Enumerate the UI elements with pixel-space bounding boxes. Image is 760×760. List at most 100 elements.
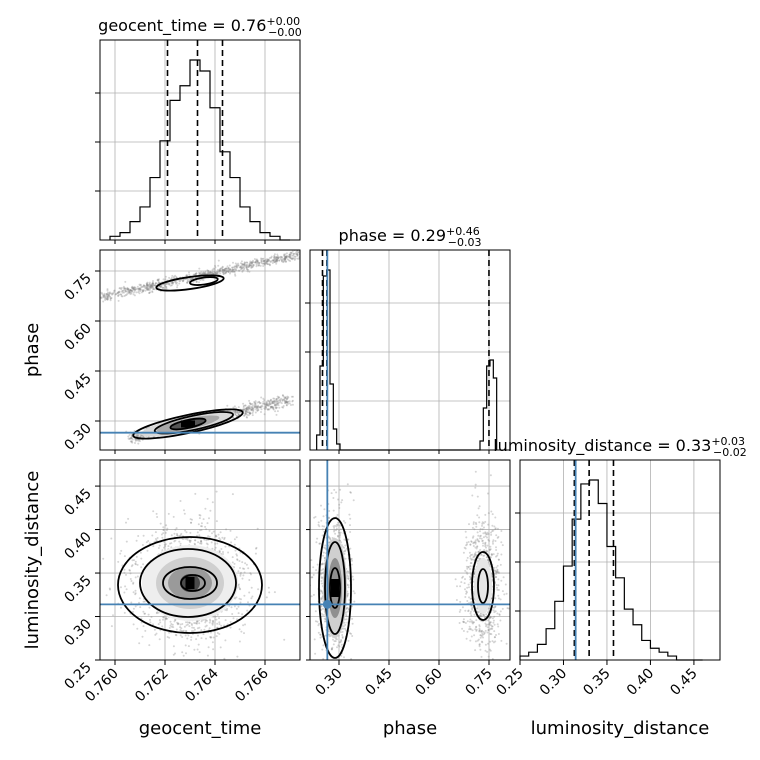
sample-point: [130, 437, 133, 440]
sample-point: [296, 253, 299, 256]
sample-point: [260, 258, 263, 261]
sample-point: [259, 406, 262, 409]
sample-point: [200, 629, 203, 632]
sample-point: [138, 287, 141, 290]
sample-point: [210, 272, 213, 275]
sample-point: [185, 274, 188, 277]
sample-point: [285, 256, 287, 259]
sample-point: [275, 398, 278, 401]
sample-point: [197, 643, 200, 646]
sample-point: [233, 562, 236, 565]
sample-point: [239, 266, 242, 269]
sample-point: [266, 404, 269, 407]
sample-point: [350, 557, 353, 560]
sample-point: [235, 411, 238, 414]
sample-point: [163, 546, 165, 549]
sample-point: [186, 621, 189, 624]
sample-point: [189, 518, 192, 521]
sample-point: [136, 434, 139, 436]
sample-point: [165, 524, 168, 527]
sample-point: [317, 631, 320, 634]
sample-point: [132, 607, 135, 610]
sample-point: [289, 256, 291, 259]
sample-point: [231, 266, 234, 269]
sample-point: [320, 598, 323, 601]
sample-point: [344, 623, 347, 626]
sample-point: [195, 281, 198, 283]
sample-point: [130, 436, 133, 438]
sample-point: [128, 569, 131, 571]
sample-point: [319, 663, 321, 665]
sample-point: [256, 527, 259, 530]
panel-phase-vs-luminosity_distance: [309, 459, 511, 665]
sample-point: [270, 406, 273, 409]
sample-point: [318, 542, 321, 545]
sample-point: [125, 521, 127, 524]
sample-point: [262, 262, 265, 265]
contour-0: [117, 536, 263, 634]
sample-point: [206, 497, 209, 500]
sample-point: [165, 287, 168, 290]
sample-point: [134, 563, 137, 566]
sample-point: [288, 400, 291, 403]
sample-point: [123, 591, 126, 594]
sample-point: [485, 549, 488, 552]
sample-point: [245, 563, 248, 566]
sample-point: [283, 254, 286, 257]
sample-point: [349, 491, 352, 494]
sample-point: [245, 407, 248, 410]
sample-point: [208, 627, 211, 630]
sample-point: [269, 264, 271, 267]
sample-point: [319, 542, 321, 545]
sample-point: [465, 544, 468, 547]
sample-point: [258, 261, 261, 264]
sample-point: [319, 633, 322, 636]
sample-point: [124, 585, 127, 588]
sample-point: [322, 515, 325, 518]
sample-point: [254, 260, 257, 263]
sample-point: [133, 294, 136, 297]
sample-point: [265, 261, 268, 263]
sample-point: [499, 598, 502, 601]
sample-point: [179, 634, 182, 637]
sample-point: [216, 268, 219, 271]
sample-point: [265, 258, 268, 261]
sample-point: [243, 414, 246, 417]
sample-point: [344, 549, 347, 552]
sample-point: [184, 537, 187, 540]
sample-point: [482, 532, 485, 535]
sample-point: [279, 398, 282, 401]
sample-point: [254, 400, 257, 403]
sample-point: [285, 398, 288, 400]
sample-point: [266, 404, 269, 407]
sample-point: [480, 640, 483, 643]
sample-point: [273, 257, 276, 260]
sample-point: [210, 541, 213, 544]
sample-point: [253, 404, 256, 406]
sample-point: [105, 295, 108, 297]
sample-point: [232, 416, 235, 419]
sample-point: [160, 286, 163, 289]
sample-point: [120, 606, 122, 609]
sample-point: [152, 510, 155, 513]
panel-luminosity_distance-hist: luminosity_distance = 0.33+0.03 −0.02: [493, 435, 747, 661]
sample-point: [345, 608, 348, 610]
sample-point: [135, 539, 138, 542]
sample-point: [265, 404, 268, 407]
sample-point: [232, 270, 235, 273]
sample-point: [172, 653, 175, 656]
sample-point: [239, 262, 242, 265]
sample-point: [275, 260, 278, 263]
sample-point: [285, 399, 288, 402]
sample-point: [181, 636, 184, 638]
sample-point: [247, 407, 250, 410]
sample-point: [474, 546, 477, 549]
sample-point: [243, 265, 246, 268]
sample-point: [234, 410, 237, 413]
sample-point: [219, 267, 222, 270]
sample-point: [267, 263, 270, 266]
contour-3: [180, 574, 206, 592]
sample-point: [139, 433, 142, 436]
density-peak: [181, 420, 195, 428]
sample-point: [275, 258, 278, 261]
